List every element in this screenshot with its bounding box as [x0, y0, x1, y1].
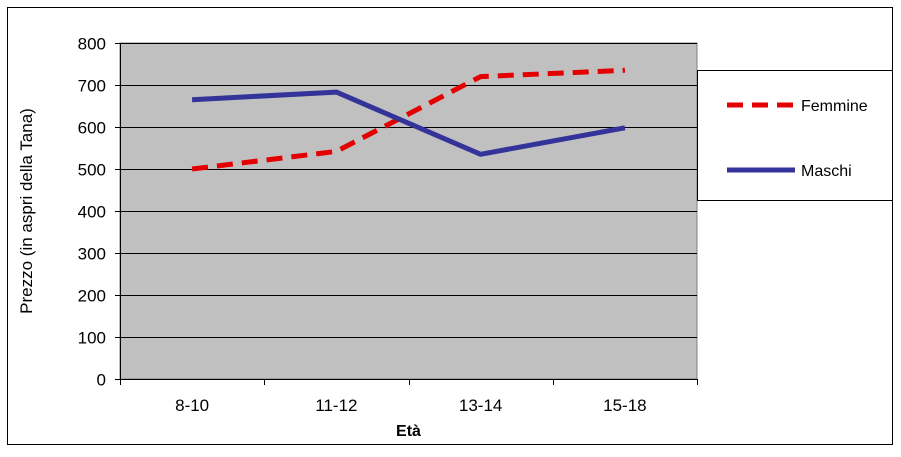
y-axis-label: Prezzo (in aspri della Tana)	[17, 108, 36, 314]
y-tick-label: 700	[78, 77, 106, 96]
legend: Femmine Maschi	[698, 71, 893, 201]
legend-box	[698, 71, 893, 201]
y-tick-label: 400	[78, 203, 106, 222]
y-tick-label: 500	[78, 161, 106, 180]
y-tick-label: 300	[78, 245, 106, 264]
legend-label-femmine: Femmine	[801, 98, 868, 115]
y-tick-label: 200	[78, 287, 106, 306]
y-tick-label: 600	[78, 119, 106, 138]
x-tick-label: 8-10	[175, 396, 209, 415]
x-axis-label: Età	[396, 423, 421, 440]
x-tick-label: 15-18	[603, 396, 646, 415]
x-tick-label: 13-14	[459, 396, 502, 415]
y-tick-label: 0	[97, 371, 106, 390]
y-tick-label: 800	[78, 35, 106, 54]
y-tick-label: 100	[78, 329, 106, 348]
x-tick-label: 11-12	[315, 396, 357, 415]
legend-label-maschi: Maschi	[801, 163, 852, 180]
